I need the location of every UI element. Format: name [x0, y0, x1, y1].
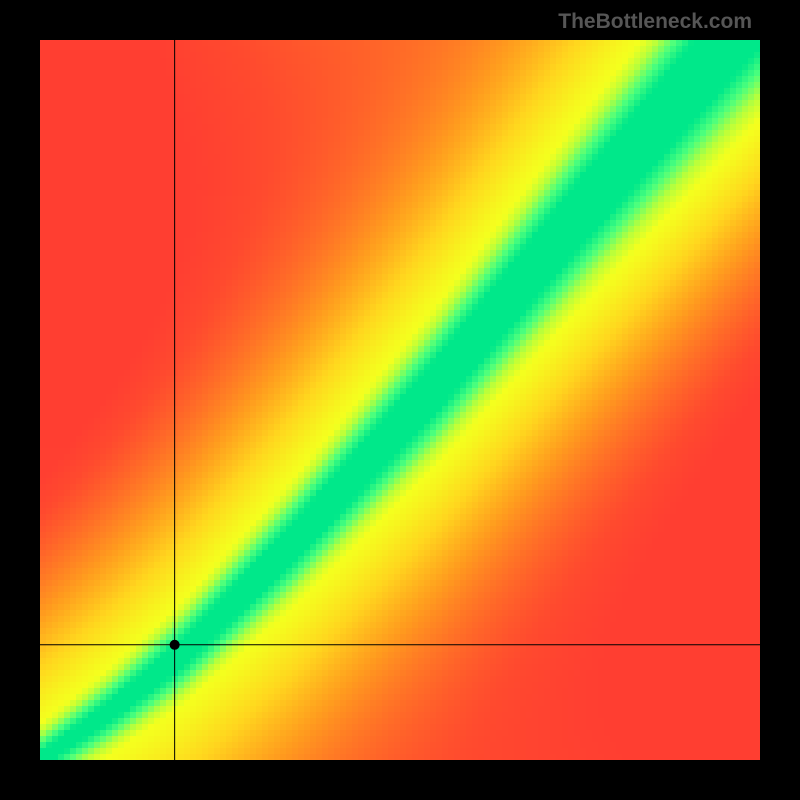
watermark-text: TheBottleneck.com: [558, 10, 752, 34]
bottleneck-heatmap: [40, 40, 760, 760]
figure-root: TheBottleneck.com: [0, 0, 800, 800]
